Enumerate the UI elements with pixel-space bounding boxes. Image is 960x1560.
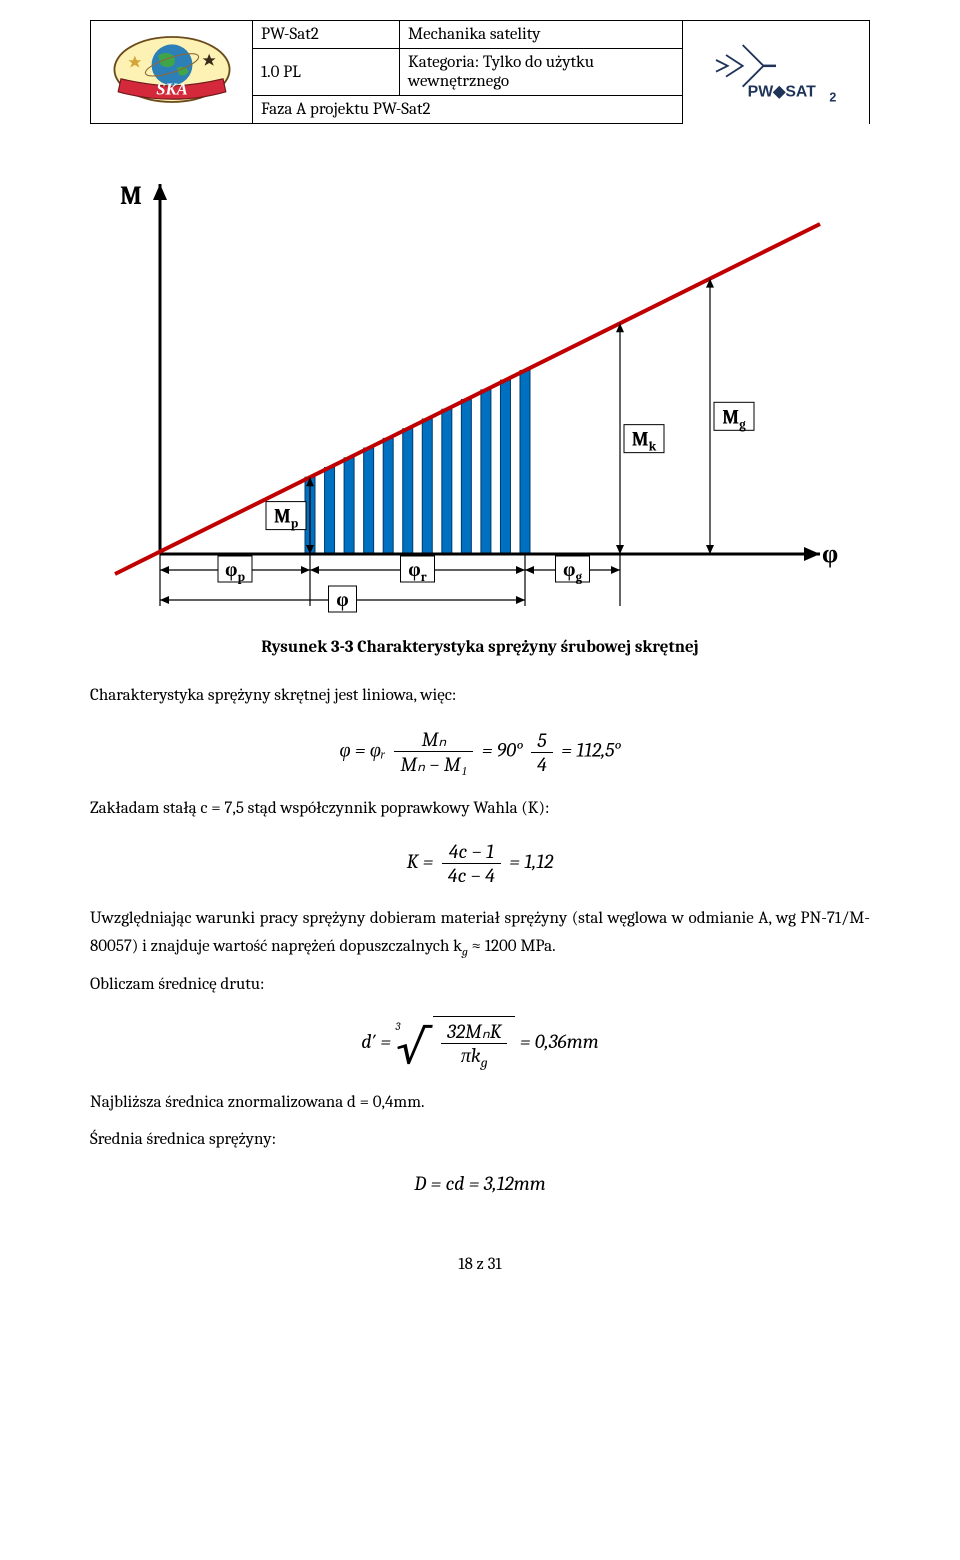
logo-left-cell: SKA	[91, 21, 253, 124]
para-3: Uwzględniając warunki pracy sprężyny dob…	[90, 905, 870, 961]
para-5: Najbliższa średnica znormalizowana d = 0…	[90, 1089, 870, 1116]
eq2-frac: 4c − 1 4c − 4	[442, 840, 501, 887]
ska-logo-icon: SKA	[107, 32, 237, 107]
equation-2: K = 4c − 1 4c − 4 = 1,12	[90, 840, 870, 887]
svg-text:SKA: SKA	[156, 80, 188, 99]
header-phase: Faza A projektu PW-Sat2	[253, 96, 683, 124]
header-version: 1.0 PL	[253, 49, 400, 96]
svg-text:PW◆SAT: PW◆SAT	[748, 83, 816, 100]
eq1-lhs: φ = φᵣ	[339, 739, 385, 762]
eq2-rhs: = 1,12	[509, 851, 553, 874]
header-table: SKA PW-Sat2 Mechanika satelity PW◆SAT 2	[90, 20, 870, 124]
eq1-rhs: = 112,5°	[561, 739, 620, 762]
eq3-root: 3 √ 32MₙK πkg	[395, 1016, 515, 1071]
svg-text:M: M	[120, 181, 142, 211]
equation-3: d′ = 3 √ 32MₙK πkg = 0,36mm	[90, 1016, 870, 1071]
pwsat2-logo-icon: PW◆SAT 2	[701, 35, 851, 105]
para-1: Charakterystyka sprężyny skrętnej jest l…	[90, 682, 870, 709]
equation-4: D = cd = 3,12mm	[90, 1172, 870, 1195]
svg-text:φ: φ	[822, 539, 838, 569]
chart: φpφrφgφMpMkMgMφ	[90, 154, 870, 618]
para-6: Średnia średnica sprężyny:	[90, 1126, 870, 1153]
page-number: 18 z 31	[90, 1255, 870, 1274]
page: SKA PW-Sat2 Mechanika satelity PW◆SAT 2	[0, 0, 960, 1314]
chart-svg: φpφrφgφMpMkMgMφ	[90, 154, 850, 614]
eq2-lhs: K =	[407, 851, 434, 874]
equation-1: φ = φᵣ Mₙ Mₙ − M₁ = 90° 5 4 = 112,5°	[90, 727, 870, 777]
header-category: Kategoria: Tylko do użytku wewnętrznego	[400, 49, 683, 96]
eq1-mid: = 90°	[482, 739, 523, 762]
eq1-frac1: Mₙ Mₙ − M₁	[394, 727, 473, 777]
eq3-lhs: d′ =	[361, 1030, 391, 1053]
figure-caption: Rysunek 3-3 Charakterystyka sprężyny śru…	[90, 638, 870, 657]
para-4: Obliczam średnicę drutu:	[90, 971, 870, 998]
eq1-frac2: 5 4	[531, 729, 553, 776]
svg-text:2: 2	[829, 90, 836, 104]
eq3-rhs: = 0,36mm	[520, 1030, 599, 1053]
logo-right-cell: PW◆SAT 2	[683, 21, 870, 124]
para-2: Zakładam stałą c = 7,5 stąd współczynnik…	[90, 795, 870, 822]
header-pwsat2: PW-Sat2	[253, 21, 400, 49]
header-title: Mechanika satelity	[400, 21, 683, 49]
svg-text:φ: φ	[336, 588, 348, 611]
